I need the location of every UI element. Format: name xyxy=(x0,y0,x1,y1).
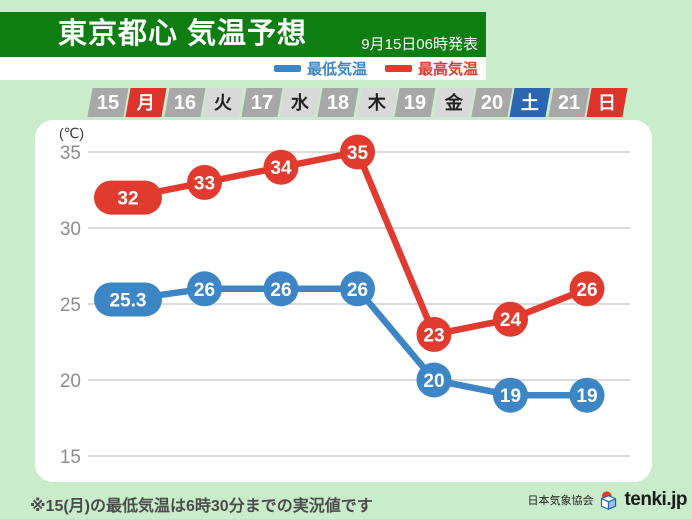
weekday-tile-19-label: 金 xyxy=(444,92,463,113)
date-number-tile-19-label: 19 xyxy=(404,91,427,114)
weekday-tile-16: 火 xyxy=(202,88,244,117)
announcement-time: 9月15日06時発表 xyxy=(361,36,478,53)
weekday-tile-19: 金 xyxy=(432,88,475,117)
min-temp-value-label: 26 xyxy=(347,280,368,301)
jwa-cube-logo-icon xyxy=(598,490,619,511)
min-temp-value-label: 19 xyxy=(576,386,597,407)
date-number-tile-17: 17 xyxy=(241,88,283,117)
min-temp-value-label: 26 xyxy=(194,280,215,301)
weekday-tile-15-label: 月 xyxy=(137,92,156,113)
min-temp-value-label: 26 xyxy=(270,280,291,301)
min-temp-point-17水: 26 xyxy=(263,271,299,307)
date-number-tile-18: 18 xyxy=(317,88,359,117)
legend: 最低気温 最高気温 xyxy=(0,57,486,80)
y-tick-label-20: 20 xyxy=(60,371,81,392)
date-number-tile-19: 19 xyxy=(394,88,436,117)
min-temp-point-18木: 26 xyxy=(340,271,375,307)
min-temp-point-21日: 19 xyxy=(569,377,605,413)
min-temp-marker xyxy=(263,271,299,307)
max-temp-point-18木: 35 xyxy=(340,134,375,170)
weekday-tile-21: 日 xyxy=(586,88,628,117)
weekday-tile-18-label: 木 xyxy=(367,92,386,113)
weekday-tile-20-label: 土 xyxy=(521,92,540,113)
min-temp-value-label: 19 xyxy=(500,386,521,407)
brand: 日本気象協会 tenki.jp xyxy=(527,489,687,511)
date-number-tile-16: 16 xyxy=(164,88,206,117)
header-bar: 東京都心 気温予想 9月15日06時発表 xyxy=(0,12,486,57)
min-temp-marker xyxy=(416,362,452,398)
weekday-tile-17-label: 水 xyxy=(290,92,309,113)
legend-item-min-temp: 最低気温 xyxy=(273,58,367,79)
chart-panel: (℃) 35 30 25 20 15 25.3 26 26 26 20 19 19 32 33 34 35 23… xyxy=(35,120,652,482)
max-temp-value-label: 26 xyxy=(576,280,597,301)
max-temp-marker xyxy=(187,164,222,200)
page-title: 東京都心 気温予想 xyxy=(58,18,308,50)
max-temp-value-label: 35 xyxy=(347,143,369,164)
max-temp-legend-label: 最高気温 xyxy=(417,61,478,78)
min-temp-point-15月: 25.3 xyxy=(94,282,162,317)
min-temp-point-19金: 20 xyxy=(416,362,452,398)
min-temp-value-label: 25.3 xyxy=(110,290,147,311)
date-number-tile-17-label: 17 xyxy=(250,91,273,114)
min-temp-marker xyxy=(340,271,375,307)
min-temp-point-16火: 26 xyxy=(187,271,222,307)
min-temp-point-20土: 19 xyxy=(493,377,528,413)
min-temp-marker xyxy=(187,271,222,307)
temperature-line-chart: 35 30 25 20 15 25.3 26 26 26 20 19 19 32 33 34 35 23 24 26 xyxy=(60,134,630,468)
weekday-tile-16-label: 火 xyxy=(214,92,233,113)
max-temp-value-label: 33 xyxy=(194,173,215,194)
max-temp-marker xyxy=(569,271,605,307)
min-temp-marker xyxy=(569,377,605,413)
max-temp-marker xyxy=(493,301,528,337)
date-number-tile-15-label: 15 xyxy=(96,91,120,114)
date-number-tile-21-label: 21 xyxy=(557,91,580,114)
max-temp-point-20土: 24 xyxy=(493,301,528,337)
date-number-tile-20-label: 20 xyxy=(480,91,504,114)
date-number-tile-21: 21 xyxy=(548,88,590,117)
brand-name: tenki.jp xyxy=(624,489,687,510)
date-number-tile-16-label: 16 xyxy=(173,91,196,114)
max-temp-point-17水: 34 xyxy=(263,149,299,185)
max-temp-marker xyxy=(340,134,375,170)
min-temp-marker xyxy=(94,282,162,317)
date-number-tile-20: 20 xyxy=(471,88,513,117)
max-temp-value-label: 32 xyxy=(117,189,138,210)
max-temp-line-swatch-icon xyxy=(384,65,412,72)
weekday-tile-20: 土 xyxy=(509,88,551,117)
y-tick-label-30: 30 xyxy=(60,219,81,240)
max-temp-marker xyxy=(416,316,452,352)
weekday-tile-17: 水 xyxy=(279,88,321,117)
footnote: ※15(月)の最低気温は6時30分までの実況値です xyxy=(30,498,373,515)
max-temp-value-label: 34 xyxy=(270,158,292,179)
min-temp-marker xyxy=(493,377,528,413)
y-tick-label-35: 35 xyxy=(60,143,81,164)
max-temp-point-16火: 33 xyxy=(187,164,222,200)
date-number-tile-18-label: 18 xyxy=(327,91,350,114)
min-temp-legend-label: 最低気温 xyxy=(306,61,367,78)
max-temp-point-21日: 26 xyxy=(569,271,605,307)
max-temp-marker xyxy=(94,180,162,215)
date-header-row: 15 月 16 火 17 水 18 木 19 金 20 土 21 日 xyxy=(87,88,628,117)
weekday-tile-18: 木 xyxy=(356,88,398,117)
min-temp-line-swatch-icon xyxy=(273,65,301,72)
weekday-tile-15: 月 xyxy=(125,88,167,117)
weekday-tile-21-label: 日 xyxy=(598,92,617,113)
y-tick-label-25: 25 xyxy=(60,295,81,316)
max-temp-point-19金: 23 xyxy=(416,316,452,352)
association-name: 日本気象協会 xyxy=(527,495,594,507)
max-temp-value-label: 24 xyxy=(500,310,522,331)
max-temp-value-label: 23 xyxy=(423,325,444,346)
y-axis-unit-label: (℃) xyxy=(59,125,85,141)
max-temp-marker xyxy=(263,149,299,185)
date-number-tile-15: 15 xyxy=(87,88,129,117)
y-tick-label-15: 15 xyxy=(60,447,81,468)
min-temp-value-label: 20 xyxy=(423,371,444,392)
max-temp-point-15月: 32 xyxy=(94,180,162,215)
legend-item-max-temp: 最高気温 xyxy=(384,58,478,79)
